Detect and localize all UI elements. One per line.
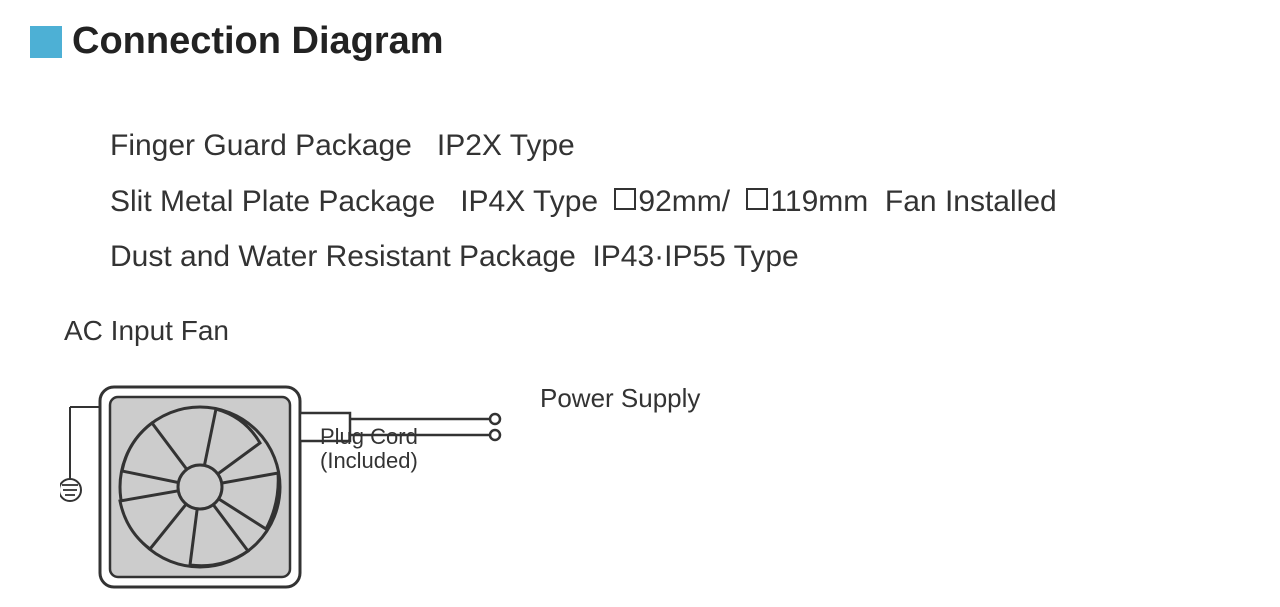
power-supply-label: Power Supply bbox=[540, 383, 700, 414]
spacing bbox=[412, 118, 437, 174]
fan-hub bbox=[178, 465, 222, 509]
pkg2-name: Slit Metal Plate Package bbox=[110, 174, 435, 230]
pkg2-type: IP4X Type bbox=[460, 174, 598, 230]
spacing bbox=[576, 229, 593, 285]
pkg2-suffix: Fan Installed bbox=[885, 174, 1057, 230]
header: Connection Diagram bbox=[0, 0, 1280, 63]
plug-cord-label: Plug Cord (Included) bbox=[320, 425, 418, 473]
package-line-3: Dust and Water Resistant Package IP43·IP… bbox=[110, 229, 1280, 285]
fan-label: AC Input Fan bbox=[64, 315, 1280, 347]
pkg2-dim1: 92mm/ bbox=[638, 174, 730, 230]
page-title: Connection Diagram bbox=[72, 20, 444, 63]
spacing bbox=[598, 174, 606, 230]
package-list: Finger Guard Package IP2X Type Slit Meta… bbox=[110, 118, 1280, 285]
pkg1-name: Finger Guard Package bbox=[110, 118, 412, 174]
spacing bbox=[730, 174, 738, 230]
pkg2-dim2: 119mm bbox=[770, 174, 868, 230]
square-symbol-icon bbox=[746, 188, 768, 210]
pkg3-type: IP43·IP55 Type bbox=[592, 229, 798, 285]
terminal-2 bbox=[490, 430, 500, 440]
header-square-icon bbox=[30, 26, 62, 58]
connection-diagram-svg bbox=[60, 357, 520, 607]
diagram-section: AC Input Fan Power bbox=[60, 315, 1280, 607]
plug-cord-text: Plug Cord bbox=[320, 424, 418, 449]
square-symbol-icon bbox=[614, 188, 636, 210]
package-line-1: Finger Guard Package IP2X Type bbox=[110, 118, 1280, 174]
package-line-2: Slit Metal Plate Package IP4X Type 92mm/… bbox=[110, 174, 1280, 230]
terminal-1 bbox=[490, 414, 500, 424]
plug-cord-subtext: (Included) bbox=[320, 448, 418, 473]
spacing bbox=[435, 174, 460, 230]
spacing bbox=[868, 174, 885, 230]
pkg1-type: IP2X Type bbox=[437, 118, 575, 174]
pkg3-name: Dust and Water Resistant Package bbox=[110, 229, 576, 285]
